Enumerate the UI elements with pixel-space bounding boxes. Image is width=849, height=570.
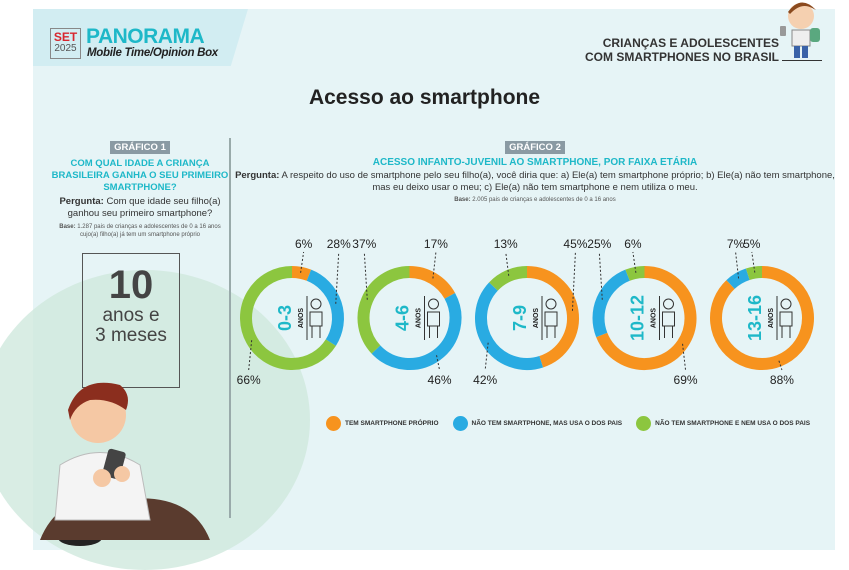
grafico2-title: ACESSO INFANTO-JUVENIL AO SMARTPHONE, PO… [372,157,698,168]
donut-segment-13-16-1 [726,268,750,290]
legend-item-none: NÃO TEM SMARTPHONE E NEM USA O DOS PAIS [636,416,810,431]
data-label: 13% [494,237,518,251]
data-label: 6% [624,237,642,251]
legend-swatch [636,416,652,431]
category-label: 4-6 [392,305,412,331]
legend-item-parents: NÃO TEM SMARTPHONE, MAS USA O DOS PAIS [452,416,622,431]
age-unit-1: anos e [102,305,160,326]
leader-line [248,340,253,371]
leader-line [632,251,637,273]
donut-segment-10-12-0 [596,266,697,370]
category-unit: ANOS [768,308,775,329]
leader-line [335,251,340,304]
child-figure-icon [310,298,322,310]
boy-with-phone-illustration [40,382,210,546]
set-year: 2025 [54,43,77,54]
legend: TEM SMARTPHONE PRÓPRIO NÃO TEM SMARTPHON… [326,416,810,431]
legend-item-own: TEM SMARTPHONE PRÓPRIO [326,416,439,431]
data-label: 88% [770,373,794,387]
child-figure-icon [663,298,674,310]
data-label: 17% [424,237,448,251]
grafico2-tag: GRÁFICO 2 [505,141,565,154]
grafico1-base: Base: 1.287 pais de crianças e adolescen… [59,224,221,238]
data-label: 25% [587,237,611,251]
leader-line [436,355,441,371]
category-label: 0-3 [275,305,295,331]
data-label: 37% [352,237,376,251]
report-title: CRIANÇAS E ADOLESCENTES COM SMARTPHONES N… [585,36,779,64]
leader-line [571,251,576,311]
page-title: Acesso ao smartphone [308,86,541,109]
data-label: 28% [327,237,351,251]
category-unit: ANOS [650,308,657,329]
data-label: 46% [428,373,452,387]
grafico1-tag: GRÁFICO 1 [110,141,170,154]
child-figure-icon [662,311,675,338]
set-logo: SET 2025 [50,28,81,59]
data-label: 7% [727,237,745,251]
grafico2-question: Pergunta: A respeito do uso de smartphon… [235,170,835,193]
age-unit-2: 3 meses [95,325,167,346]
header-band [33,9,248,66]
legend-swatch [452,416,468,431]
data-label: 45% [563,237,587,251]
data-label: 66% [237,373,261,387]
child-figure-icon [545,298,557,310]
donut-segment-0-3-2 [240,266,336,370]
donut-segment-0-3-1 [306,269,344,346]
report-title-line1: CRIANÇAS E ADOLESCENTES [602,36,779,50]
child-figure-icon [309,311,323,338]
age-value: 10 [108,263,154,307]
child-figure-icon [428,298,439,310]
kid-illustration [780,2,820,58]
brand-title: PANORAMA [86,25,205,48]
grafico1-title: COM QUAL IDADE A CRIANÇA BRASILEIRA GANH… [51,158,229,193]
category-label: 10-12 [627,295,647,341]
leader-line [735,251,740,279]
child-figure-icon [544,311,558,338]
age-value-box: 10 anos e 3 meses [82,253,180,388]
donut-segment-4-6-0 [409,266,456,299]
child-figure-icon [779,311,793,338]
child-figure-icon [780,298,792,310]
section-divider [229,138,231,518]
grafico2-header: GRÁFICO 2 ACESSO INFANTO-JUVENIL AO SMAR… [235,137,835,203]
grafico2-base: Base: 2.005 pais de crianças e adolescen… [454,197,616,203]
brand-subtitle: Mobile Time/Opinion Box [87,47,218,59]
category-label: 7-9 [510,305,530,331]
leader-line [484,342,489,371]
category-unit: ANOS [298,308,305,329]
category-unit: ANOS [415,308,422,329]
data-label: 42% [473,373,497,387]
leader-line [300,251,305,273]
data-label: 69% [674,373,698,387]
legend-swatch [326,416,341,431]
grafico1-question: Pergunta: Com que idade seu filho(a) gan… [59,196,221,219]
donut-segment-10-12-1 [592,269,631,338]
leader-line [682,343,687,371]
data-label: 6% [295,237,313,251]
donut-segment-4-6-1 [371,292,462,370]
set-label: SET [53,30,78,44]
donut-segment-13-16-0 [710,266,814,370]
leader-line [432,251,437,279]
donut-segment-4-6-2 [357,266,410,354]
report-title-line2: COM SMARTPHONES NO BRASIL [584,50,779,64]
child-figure-icon [427,311,440,338]
category-label: 13-16 [745,295,765,341]
leader-line [751,251,756,273]
donut-segment-7-9-2 [489,266,528,291]
divider [782,60,822,61]
grafico1-header: GRÁFICO 1 COM QUAL IDADE A CRIANÇA BRASI… [50,137,230,239]
category-unit: ANOS [533,308,540,329]
data-label: 5% [743,237,761,251]
leader-line [778,360,783,371]
